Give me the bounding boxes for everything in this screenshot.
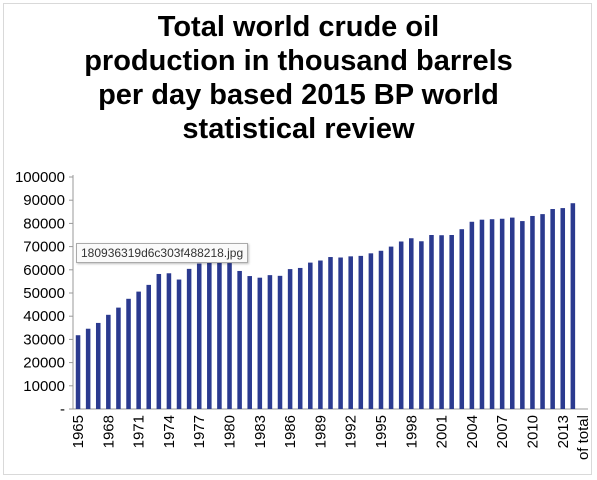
- bar-1965: [75, 335, 81, 409]
- bar-1978: [207, 262, 212, 409]
- y-tick-label: 10000: [23, 378, 65, 395]
- bar-1984: [267, 275, 273, 409]
- y-tick-label: 40000: [23, 308, 65, 325]
- bar-2008: [509, 217, 515, 409]
- bar-1980: [227, 263, 232, 409]
- bar-1974: [166, 273, 172, 409]
- bar-1992: [348, 256, 353, 409]
- bar-2007: [499, 218, 505, 409]
- y-tick-label: 20000: [23, 355, 65, 372]
- bar-1999: [419, 241, 424, 409]
- x-tick-label: 1977: [191, 415, 208, 448]
- bar-1971: [136, 291, 141, 409]
- bar-1994: [368, 253, 374, 409]
- bar-1985: [277, 275, 283, 409]
- bar-2011: [540, 214, 545, 409]
- y-tick-label: 50000: [23, 285, 65, 302]
- x-tick-label: 1971: [131, 415, 148, 448]
- x-tick-label: 1974: [161, 415, 178, 448]
- bar-1969: [116, 307, 121, 409]
- y-tick-label: -: [60, 401, 65, 418]
- bar-1998: [409, 238, 414, 409]
- x-tick-label: 1989: [312, 415, 329, 448]
- x-tick-label: 1965: [70, 415, 87, 448]
- bar-2000: [429, 235, 434, 409]
- x-tick-label: 1983: [252, 415, 269, 448]
- bar-1983: [257, 277, 263, 409]
- title-line-4: statistical review: [182, 113, 415, 145]
- bar-2002: [449, 235, 454, 409]
- bar-2006: [489, 219, 495, 409]
- bar-1967: [95, 322, 101, 409]
- bar-1988: [308, 262, 313, 409]
- title-line-2: production in thousand barrels: [84, 45, 513, 77]
- chart-title: Total world crude oil production in thou…: [0, 10, 597, 146]
- title-line-1: Total world crude oil: [157, 11, 440, 43]
- bar-1989: [318, 260, 323, 409]
- y-tick-label: 80000: [23, 215, 65, 232]
- filename-tooltip: 180936319d6c303f488218.jpg: [76, 243, 249, 263]
- title-line-3: per day based 2015 BP world: [98, 79, 499, 111]
- x-tick-label: 1980: [222, 415, 239, 448]
- y-tick-label: 70000: [23, 239, 65, 256]
- bar-2013: [560, 208, 566, 409]
- y-tick-label: 100000: [15, 169, 65, 186]
- bar-1990: [328, 257, 333, 409]
- bar-1973: [156, 273, 162, 409]
- bar-1986: [287, 269, 293, 409]
- bar-1966: [85, 328, 91, 409]
- x-tick-label: 1998: [403, 415, 420, 448]
- x-tick-label: 2013: [555, 415, 572, 448]
- bar-1977: [196, 263, 202, 409]
- bar-2005: [479, 219, 485, 409]
- bar-1970: [126, 298, 131, 409]
- x-tick-label: 2004: [464, 415, 481, 448]
- bar-2014: [570, 203, 576, 409]
- bar-1997: [398, 241, 404, 409]
- x-tick-label: 1995: [373, 415, 390, 448]
- y-tick-label: 90000: [23, 192, 65, 209]
- bar-2004: [469, 221, 475, 409]
- bar-1987: [297, 267, 303, 409]
- bar-1968: [106, 314, 111, 409]
- bar-2012: [550, 209, 555, 409]
- bar-1995: [378, 250, 384, 409]
- bar-1996: [388, 246, 394, 409]
- x-tick-label: 2001: [434, 415, 451, 448]
- bar-1991: [338, 257, 343, 409]
- x-tick-label: 1992: [343, 415, 360, 448]
- bar-2010: [530, 215, 535, 409]
- y-tick-label: 60000: [23, 262, 65, 279]
- bar-1975: [176, 279, 182, 409]
- bar-1993: [358, 255, 364, 409]
- x-tick-label: of total: [575, 415, 592, 460]
- x-tick-label: 2010: [524, 415, 541, 448]
- bar-1976: [186, 268, 192, 409]
- bar-1972: [146, 284, 152, 409]
- bar-1979: [217, 255, 222, 409]
- bar-2001: [439, 235, 444, 409]
- x-tick-label: 1968: [100, 415, 117, 448]
- bar-1981: [237, 270, 242, 409]
- bar-2009: [520, 221, 525, 409]
- x-tick-label: 1986: [282, 415, 299, 448]
- bar-2003: [459, 229, 465, 409]
- x-tick-label: 2007: [494, 415, 511, 448]
- y-tick-label: 30000: [23, 331, 65, 348]
- bar-1982: [247, 276, 252, 409]
